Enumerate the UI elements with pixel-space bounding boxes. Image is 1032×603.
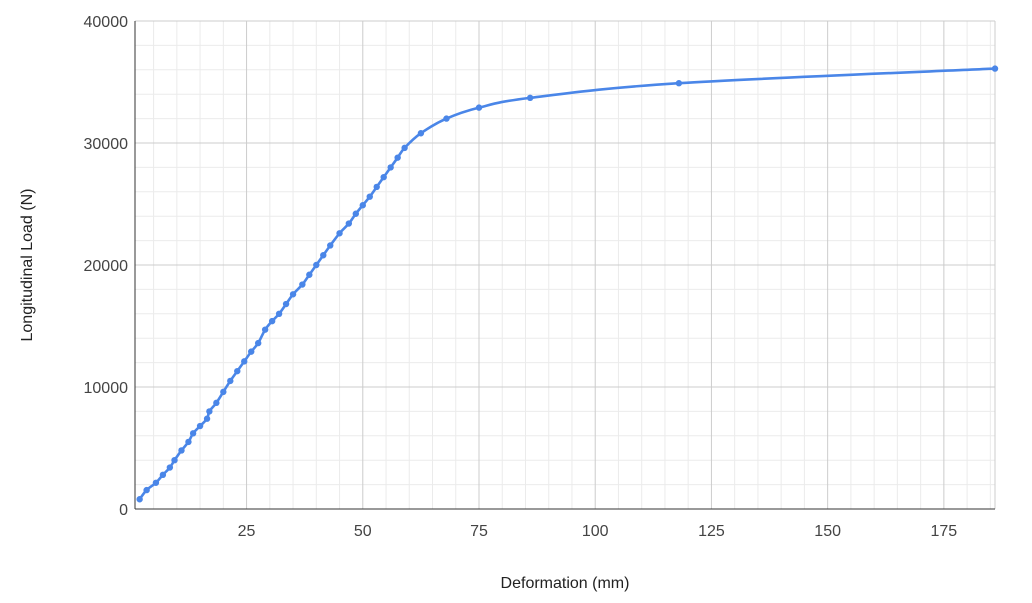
x-tick-label: 150 (814, 523, 841, 540)
data-point (991, 65, 999, 72)
data-point (241, 358, 248, 365)
x-tick-label: 25 (238, 523, 256, 540)
data-point (159, 471, 167, 479)
data-point (275, 310, 283, 317)
data-point (327, 242, 334, 249)
data-point (359, 202, 366, 209)
series-line (138, 67, 997, 501)
data-point (152, 479, 160, 486)
data-point (282, 300, 290, 308)
data-point (380, 173, 387, 181)
y-tick-label: 30000 (84, 136, 129, 153)
data-point (299, 281, 306, 288)
data-point (417, 130, 425, 137)
data-point (313, 261, 320, 269)
data-point (178, 447, 185, 454)
data-point (268, 317, 276, 325)
data-point (189, 430, 197, 437)
data-point (352, 210, 360, 217)
data-point (526, 94, 534, 102)
y-tick-label: 20000 (84, 258, 129, 275)
data-point (443, 115, 450, 122)
data-point (394, 154, 401, 161)
data-point (220, 388, 227, 396)
data-point (366, 193, 373, 200)
x-tick-label: 75 (470, 523, 488, 540)
data-point (336, 230, 343, 237)
data-point (143, 486, 150, 494)
data-point (227, 377, 234, 385)
data-point (248, 348, 255, 355)
data-point (206, 408, 213, 415)
major-gridlines (135, 20, 996, 509)
data-point (213, 399, 220, 407)
y-tick-label: 0 (119, 502, 128, 519)
tick-labels: 25 50 75 100 125 150 175 0 10000 20000 30000 40000 (84, 14, 958, 540)
data-point (171, 457, 178, 464)
data-point (185, 438, 192, 446)
y-tick-label: 40000 (84, 14, 129, 31)
data-point (373, 183, 380, 191)
series-layer (136, 65, 999, 503)
data-point (166, 464, 174, 471)
data-point (261, 326, 269, 333)
data-point (196, 422, 204, 430)
x-tick-label: 50 (354, 523, 372, 540)
data-point (289, 291, 297, 298)
axes (134, 21, 995, 510)
x-tick-label: 100 (582, 523, 609, 540)
x-axis-title: Deformation (mm) (501, 575, 630, 592)
data-point (401, 144, 408, 152)
data-point (203, 415, 211, 422)
data-point (320, 252, 327, 259)
x-tick-label: 125 (698, 523, 725, 540)
data-point (475, 104, 483, 111)
data-point (387, 164, 394, 171)
data-point (345, 220, 353, 227)
data-point (234, 367, 241, 375)
data-point (306, 271, 313, 278)
data-point (254, 339, 262, 347)
data-point (136, 496, 143, 503)
data-point (675, 80, 683, 87)
y-tick-label: 10000 (84, 380, 129, 397)
x-tick-label: 175 (931, 523, 958, 540)
y-axis-title: Longitudinal Load (N) (19, 189, 36, 342)
